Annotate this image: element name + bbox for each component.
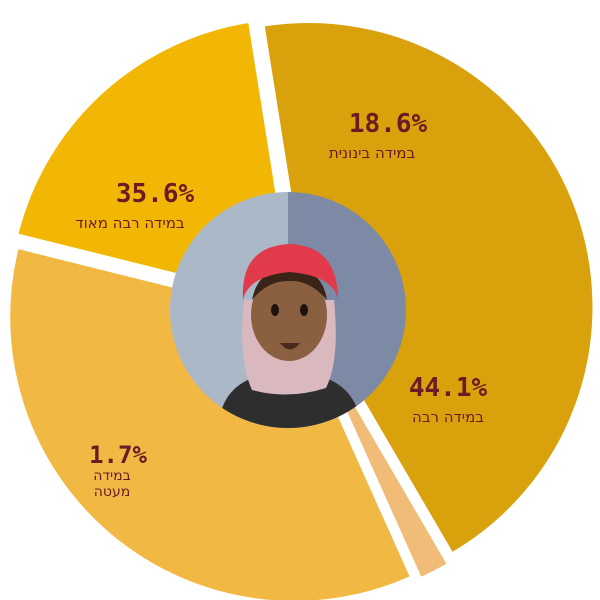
slice-label-very-large: 35.6% במידה רבה מאוד xyxy=(75,179,194,232)
slice-name-small-line2: מעטה xyxy=(94,484,131,500)
slice-name-small-line1: במידה xyxy=(93,468,131,484)
slice-value-small: 1.7% xyxy=(89,441,147,469)
slice-label-large: 44.1% במידה רבה xyxy=(409,373,488,426)
slice-value-large: 44.1% xyxy=(409,373,488,403)
slice-value-medium: 18.6% xyxy=(349,109,428,139)
slice-name-very-large: במידה רבה מאוד xyxy=(75,214,184,232)
slice-label-small: 1.7% במידה מעטה xyxy=(89,441,147,500)
slice-value-very-large: 35.6% xyxy=(116,179,195,209)
slice-label-medium: 18.6% במידה בינונית xyxy=(329,109,428,162)
slice-name-large: במידה רבה xyxy=(412,408,484,426)
pie-slice-large xyxy=(262,20,595,555)
slice-name-medium: במידה בינונית xyxy=(329,144,416,162)
